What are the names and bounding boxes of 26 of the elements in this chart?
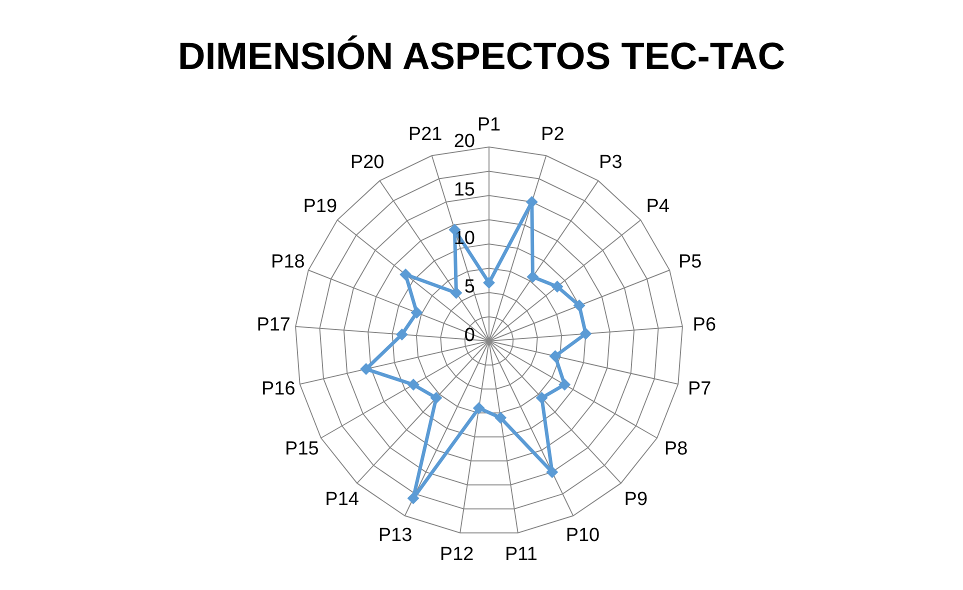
spoke-label: P7 xyxy=(688,378,712,400)
y-tick-label: 15 xyxy=(454,180,475,200)
spoke-label: P15 xyxy=(285,438,319,460)
chart-title: DIMENSIÓN ASPECTOS TEC-TAC xyxy=(176,36,786,79)
spoke-label: P6 xyxy=(692,314,716,336)
spoke-label: P11 xyxy=(504,544,538,566)
y-tick-label: 5 xyxy=(464,276,475,298)
spoke-label: P12 xyxy=(440,544,474,566)
spoke-label: P4 xyxy=(646,196,670,217)
y-tick-label: 0 xyxy=(464,325,475,346)
y-tick-label: 20 xyxy=(454,131,475,152)
spoke-label: P20 xyxy=(350,152,384,174)
spoke-label: P3 xyxy=(599,152,622,174)
spoke-label: P17 xyxy=(256,314,291,336)
spoke-label: P19 xyxy=(303,196,338,217)
spoke-label: P8 xyxy=(664,438,688,460)
spoke-label: P16 xyxy=(262,378,296,400)
spoke-label: P13 xyxy=(378,525,412,546)
spoke-label: P21 xyxy=(408,124,442,146)
spoke-label: P14 xyxy=(325,488,360,510)
spoke-label: P2 xyxy=(541,124,564,146)
spoke-label: P18 xyxy=(271,252,305,273)
spoke-label: P9 xyxy=(624,488,648,510)
spoke-label: P10 xyxy=(566,525,600,546)
spoke-label: P1 xyxy=(477,114,501,136)
spoke-label: P5 xyxy=(678,252,702,273)
